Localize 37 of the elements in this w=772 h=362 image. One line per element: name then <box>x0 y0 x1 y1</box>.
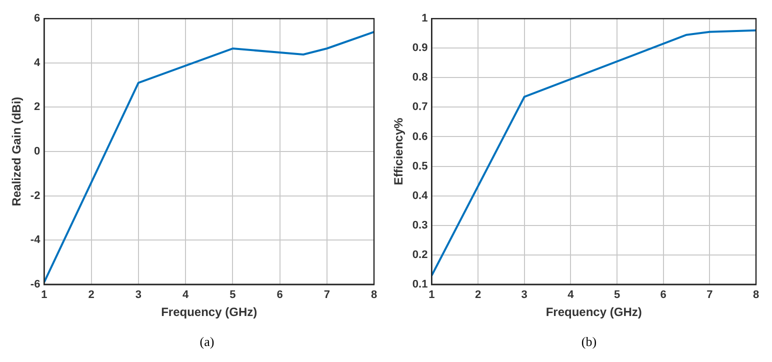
x-tick-label: 7 <box>324 289 330 302</box>
x-tick-label: 3 <box>521 289 528 302</box>
y-tick-label: -4 <box>30 234 42 246</box>
y-axis-title: Realized Gain (dBi) <box>10 96 24 206</box>
x-tick-label: 4 <box>182 289 190 302</box>
y-tick-label: 0.2 <box>412 248 428 261</box>
x-axis-title: Frequency (GHz) <box>546 305 642 320</box>
y-tick-label: 0.5 <box>412 160 428 172</box>
y-tick-label: 0.3 <box>412 219 428 232</box>
x-tick-label: 2 <box>88 289 94 302</box>
y-tick-label: -2 <box>30 190 40 202</box>
x-tick-label: 8 <box>752 289 760 302</box>
y-tick-label: 0.8 <box>412 72 428 84</box>
y-tick-label: 0.9 <box>412 42 428 54</box>
y-tick-label: 0.4 <box>412 190 429 202</box>
x-tick-label: 3 <box>135 289 142 302</box>
x-tick-label: 5 <box>614 289 620 302</box>
x-axis-title: Frequency (GHz) <box>161 305 258 320</box>
y-axis-title: Efficiency% <box>392 117 406 186</box>
x-tick-label: 2 <box>474 289 482 302</box>
y-tick-label: -6 <box>30 278 40 290</box>
x-tick-label: 5 <box>230 289 236 302</box>
x-tick-label: 7 <box>706 289 713 302</box>
x-tick-label: 6 <box>660 289 666 302</box>
text: (b) <box>580 334 598 350</box>
y-tick-label: 0.6 <box>412 130 428 143</box>
text: (a) <box>198 334 216 350</box>
y-tick-label: 0.1 <box>412 278 428 290</box>
y-tick-label: 0.7 <box>412 101 428 114</box>
y-tick-label: 1 <box>422 12 428 25</box>
y-tick-label: 0 <box>34 146 40 158</box>
x-tick-label: 8 <box>370 289 378 302</box>
y-tick-label: 6 <box>34 12 40 25</box>
y-tick-label: 2 <box>34 101 40 114</box>
x-tick-label: 6 <box>276 289 283 302</box>
y-tick-label: 4 <box>34 56 42 69</box>
x-tick-label: 4 <box>568 289 575 302</box>
